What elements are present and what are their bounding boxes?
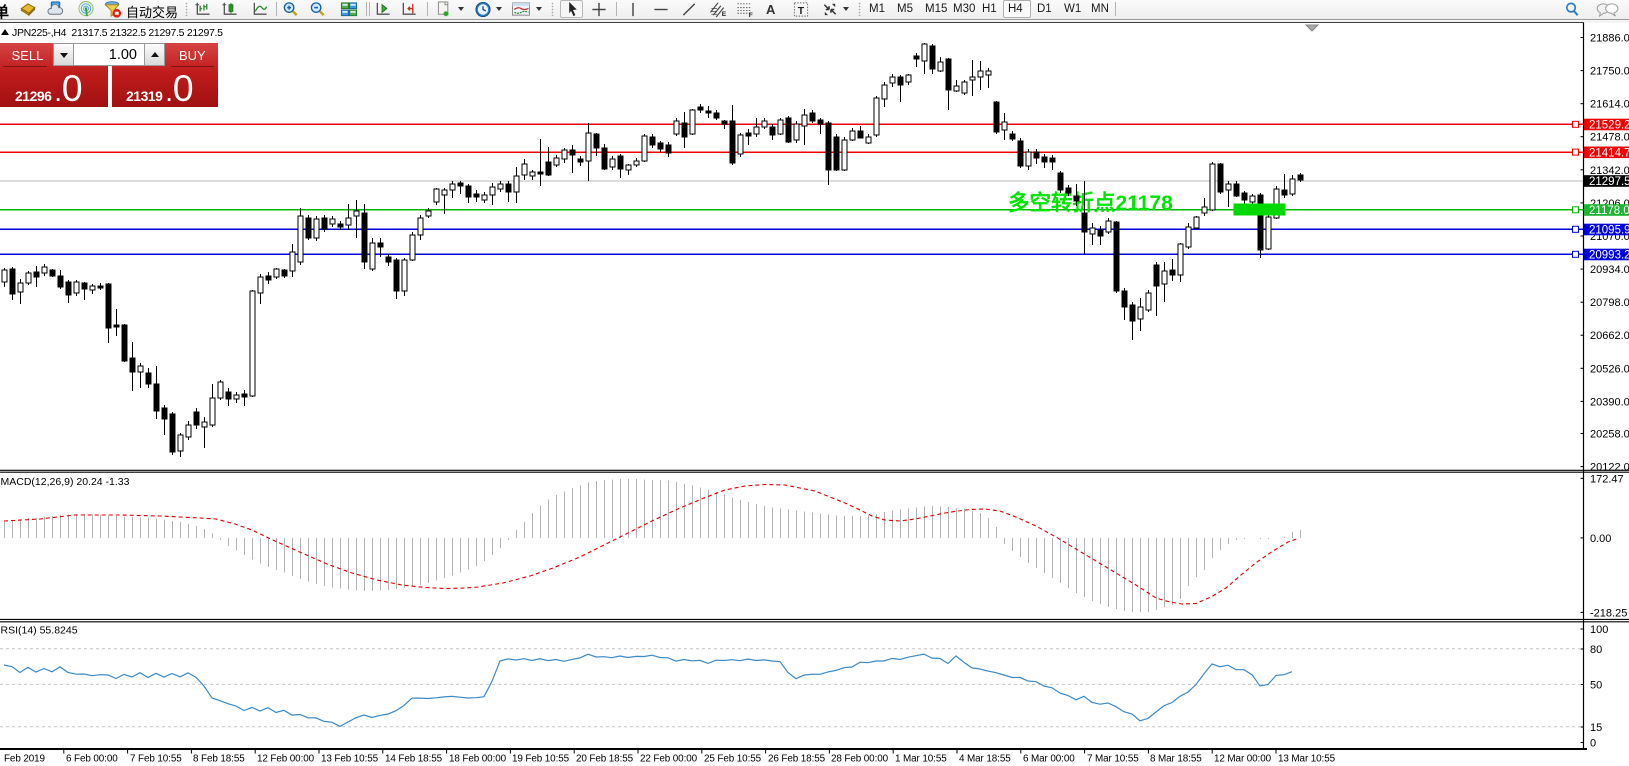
svg-text:21178.0: 21178.0 — [1589, 205, 1629, 217]
svg-text:-218.25: -218.25 — [1590, 607, 1627, 619]
svg-text:MACD(12,26,9) 20.24 -1.33: MACD(12,26,9) 20.24 -1.33 — [1, 476, 130, 488]
svg-text:T: T — [798, 6, 805, 17]
svg-text:26 Feb 18:55: 26 Feb 18:55 — [768, 754, 826, 765]
svg-text:6 Mar 00:00: 6 Mar 00:00 — [1023, 754, 1075, 765]
svg-text:21614.0: 21614.0 — [1590, 99, 1629, 111]
svg-text:8 Mar 18:55: 8 Mar 18:55 — [1150, 754, 1202, 765]
svg-text:多空转折点21178: 多空转折点21178 — [1008, 190, 1173, 215]
svg-text:19 Feb 10:55: 19 Feb 10:55 — [512, 754, 570, 765]
svg-text:20798.0: 20798.0 — [1590, 297, 1629, 309]
svg-text:21529.2: 21529.2 — [1589, 120, 1629, 132]
svg-text:18 Feb 00:00: 18 Feb 00:00 — [449, 754, 507, 765]
svg-text:1 Mar 10:55: 1 Mar 10:55 — [895, 754, 947, 765]
svg-text:20526.0: 20526.0 — [1590, 363, 1629, 375]
svg-text:Feb 2019: Feb 2019 — [4, 754, 46, 765]
svg-text:20993.2: 20993.2 — [1589, 250, 1629, 262]
svg-text:21342.0: 21342.0 — [1590, 165, 1629, 177]
svg-text:80: 80 — [1590, 644, 1602, 656]
svg-text:21886.0: 21886.0 — [1590, 33, 1629, 45]
svg-text:14 Feb 18:55: 14 Feb 18:55 — [385, 754, 443, 765]
svg-text:21478.0: 21478.0 — [1590, 132, 1629, 144]
svg-text:25 Feb 10:55: 25 Feb 10:55 — [704, 754, 762, 765]
svg-text:12 Feb 00:00: 12 Feb 00:00 — [257, 754, 315, 765]
svg-text:12 Mar 00:00: 12 Mar 00:00 — [1214, 754, 1272, 765]
svg-text:20662.0: 20662.0 — [1590, 330, 1629, 342]
svg-text:13 Feb 10:55: 13 Feb 10:55 — [321, 754, 379, 765]
svg-text:15: 15 — [1590, 722, 1602, 734]
svg-text:100: 100 — [1590, 624, 1608, 636]
svg-text:F: F — [749, 12, 753, 18]
svg-text:28 Feb 00:00: 28 Feb 00:00 — [831, 754, 889, 765]
svg-text:20934.0: 20934.0 — [1590, 264, 1629, 276]
svg-text:0.00: 0.00 — [1590, 533, 1611, 545]
svg-text:50: 50 — [1590, 680, 1602, 692]
svg-text:8 Feb 18:55: 8 Feb 18:55 — [193, 754, 245, 765]
svg-text:E: E — [722, 11, 727, 18]
svg-text:21414.7: 21414.7 — [1589, 147, 1629, 159]
svg-text:7 Feb 10:55: 7 Feb 10:55 — [130, 754, 182, 765]
svg-text:20390.0: 20390.0 — [1590, 396, 1629, 408]
svg-text:0: 0 — [1590, 738, 1596, 750]
svg-text:22 Feb 00:00: 22 Feb 00:00 — [640, 754, 698, 765]
svg-text:RSI(14) 55.8245: RSI(14) 55.8245 — [1, 625, 78, 637]
svg-text:20258.0: 20258.0 — [1590, 429, 1629, 441]
svg-text:7 Mar 10:55: 7 Mar 10:55 — [1087, 754, 1139, 765]
svg-text:13 Mar 10:55: 13 Mar 10:55 — [1278, 754, 1336, 765]
svg-text:20 Feb 18:55: 20 Feb 18:55 — [576, 754, 634, 765]
svg-text:4 Mar 18:55: 4 Mar 18:55 — [959, 754, 1011, 765]
svg-text:21750.0: 21750.0 — [1590, 66, 1629, 78]
svg-text:172.47: 172.47 — [1590, 473, 1624, 485]
svg-text:21095.9: 21095.9 — [1589, 225, 1629, 237]
svg-text:6 Feb 00:00: 6 Feb 00:00 — [66, 754, 118, 765]
svg-text:21297.5: 21297.5 — [1589, 176, 1629, 188]
